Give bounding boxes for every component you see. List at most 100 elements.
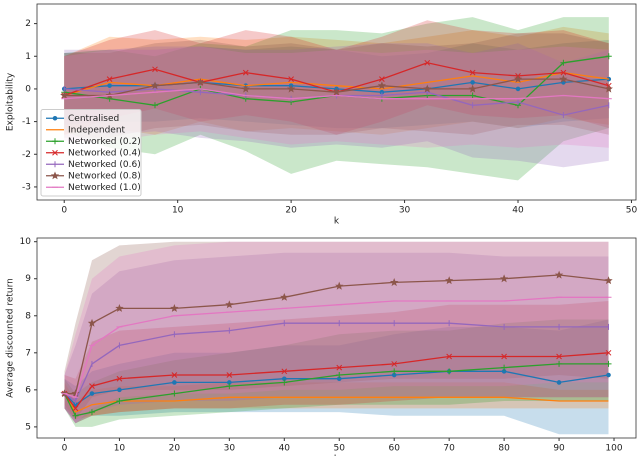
marker bbox=[606, 372, 611, 378]
marker bbox=[115, 304, 124, 312]
y-tick-label: 0 bbox=[25, 84, 31, 94]
marker bbox=[281, 368, 288, 375]
marker bbox=[116, 397, 123, 404]
x-tick-label: 30 bbox=[224, 444, 236, 454]
marker bbox=[469, 92, 476, 99]
marker bbox=[172, 380, 177, 385]
marker bbox=[151, 102, 158, 109]
x-tick-label: 0 bbox=[61, 206, 67, 216]
x-tick-label: 20 bbox=[285, 206, 297, 216]
marker bbox=[226, 372, 233, 378]
marker bbox=[391, 368, 398, 375]
axes-frame bbox=[36, 237, 637, 439]
marker bbox=[423, 84, 432, 93]
marker bbox=[501, 353, 507, 360]
marker bbox=[446, 368, 453, 375]
marker bbox=[501, 364, 508, 371]
marker bbox=[196, 78, 205, 86]
marker bbox=[335, 281, 344, 290]
x-tick-label: 90 bbox=[553, 444, 565, 454]
x-tick-label: 50 bbox=[334, 444, 346, 454]
x-tick-label: 0 bbox=[62, 444, 68, 454]
y-tick-label: -3 bbox=[22, 182, 31, 192]
marker bbox=[515, 86, 521, 92]
marker bbox=[556, 380, 562, 385]
marker bbox=[241, 84, 250, 93]
marker bbox=[171, 372, 178, 378]
marker bbox=[470, 80, 475, 85]
y-tick-label: -2 bbox=[22, 150, 31, 160]
band bbox=[64, 252, 609, 424]
marker bbox=[87, 318, 97, 327]
marker bbox=[605, 53, 612, 60]
marker bbox=[605, 349, 612, 356]
x-tick-label: 20 bbox=[169, 444, 181, 454]
x-tick-label: 10 bbox=[172, 206, 184, 216]
x-tick-label: 80 bbox=[498, 444, 510, 454]
marker bbox=[559, 74, 568, 83]
legend-box bbox=[40, 109, 142, 197]
marker bbox=[469, 69, 476, 76]
marker bbox=[152, 66, 158, 73]
y-axis-label: Average discounted return bbox=[6, 278, 16, 398]
marker bbox=[88, 409, 95, 416]
y-tick-label: 5 bbox=[25, 422, 31, 432]
marker bbox=[336, 372, 343, 379]
marker bbox=[280, 293, 289, 301]
marker bbox=[560, 69, 567, 76]
x-tick-label: 10 bbox=[114, 444, 126, 454]
legend-marker bbox=[52, 138, 58, 145]
marker bbox=[72, 412, 79, 419]
band bbox=[64, 382, 609, 420]
marker bbox=[556, 360, 563, 367]
marker bbox=[281, 379, 288, 386]
marker bbox=[106, 76, 113, 82]
marker bbox=[107, 83, 112, 88]
marker bbox=[468, 84, 477, 93]
y-tick-label: -1 bbox=[22, 117, 31, 127]
legend-label: Networked (0.8) bbox=[68, 171, 141, 181]
marker bbox=[389, 278, 399, 287]
marker bbox=[336, 364, 343, 371]
x-tick-label: 70 bbox=[443, 444, 455, 454]
legend-label: Networked (1.0) bbox=[68, 183, 141, 193]
marker bbox=[89, 391, 95, 396]
band bbox=[64, 319, 609, 435]
legend-marker bbox=[52, 115, 58, 121]
marker bbox=[391, 361, 398, 367]
marker bbox=[288, 76, 294, 82]
marker bbox=[556, 353, 562, 360]
legend-label: Networked (0.6) bbox=[68, 160, 141, 170]
plot-area bbox=[60, 17, 613, 181]
band bbox=[64, 17, 609, 181]
marker bbox=[604, 84, 613, 93]
x-tick-label: 40 bbox=[279, 444, 291, 454]
x-tick-label: 30 bbox=[399, 206, 411, 216]
marker bbox=[286, 84, 296, 93]
marker bbox=[72, 405, 79, 412]
band bbox=[64, 241, 609, 424]
marker bbox=[604, 276, 613, 285]
marker bbox=[60, 91, 69, 100]
marker bbox=[554, 270, 564, 279]
band bbox=[64, 301, 609, 424]
marker bbox=[225, 300, 234, 309]
x-tick-label: 100 bbox=[605, 444, 622, 454]
x-axis-label: k bbox=[334, 217, 340, 227]
marker bbox=[379, 76, 385, 82]
x-tick-label: 50 bbox=[626, 206, 638, 216]
y-tick-label: 2 bbox=[25, 19, 31, 29]
marker bbox=[445, 276, 454, 285]
marker bbox=[605, 360, 612, 367]
x-tick-label: 60 bbox=[388, 444, 400, 454]
band bbox=[64, 43, 609, 168]
legend-label: Independent bbox=[68, 125, 126, 135]
marker bbox=[560, 59, 567, 66]
y-tick-label: 1 bbox=[25, 52, 31, 62]
y-tick-label: 8 bbox=[25, 311, 31, 321]
marker bbox=[171, 390, 178, 397]
y-tick-label: 6 bbox=[25, 385, 31, 395]
marker bbox=[332, 87, 341, 96]
marker bbox=[226, 383, 233, 390]
